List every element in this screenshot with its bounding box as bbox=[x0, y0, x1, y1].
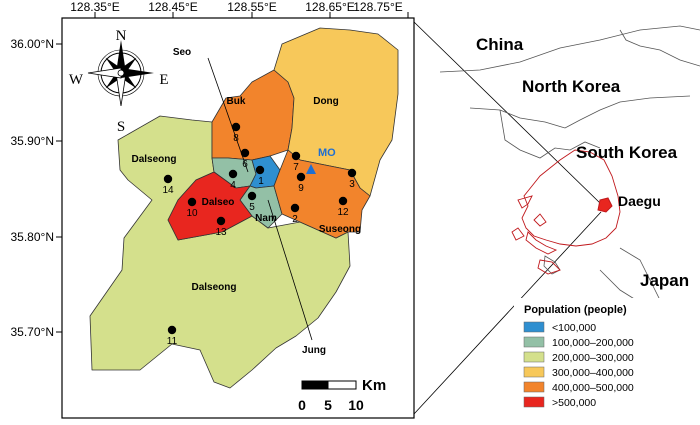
district-label-seo: Seo bbox=[173, 47, 191, 58]
scale-bar bbox=[301, 380, 357, 390]
legend-swatch bbox=[523, 381, 545, 393]
district-suseong bbox=[273, 149, 371, 239]
scale-label: 5 bbox=[324, 397, 332, 413]
lon-tick-label: 128.75°E bbox=[353, 0, 403, 14]
legend-label: <100,000 bbox=[552, 322, 596, 334]
station-label-13: 13 bbox=[215, 227, 227, 238]
lat-tick-label: 35.80°N bbox=[11, 230, 55, 244]
station-label-2: 2 bbox=[292, 214, 298, 225]
country-label-china: China bbox=[476, 35, 524, 54]
mo-marker-icon bbox=[306, 164, 316, 174]
country-label-north-korea: North Korea bbox=[522, 77, 621, 96]
station-markers bbox=[163, 122, 357, 335]
district-label-dalseong-north: Dalseong bbox=[131, 154, 176, 165]
station-label-4: 4 bbox=[230, 180, 236, 191]
district-label-dalseong-main: Dalseong bbox=[191, 282, 236, 293]
station-label-6: 6 bbox=[242, 159, 248, 170]
legend-swatch bbox=[523, 336, 545, 348]
country-label-japan: Japan bbox=[640, 271, 689, 290]
country-label-south-korea: South Korea bbox=[576, 143, 678, 162]
legend-swatch bbox=[523, 366, 545, 378]
compass-rose-icon bbox=[87, 40, 154, 107]
lon-tick-label: 128.45°E bbox=[148, 0, 198, 14]
axis-ticks bbox=[56, 12, 409, 333]
lat-tick-label: 36.00°N bbox=[11, 37, 55, 51]
station-label-9: 9 bbox=[298, 183, 304, 194]
district-label-suseong: Suseong bbox=[319, 224, 361, 235]
compass-e-label: E bbox=[159, 72, 168, 88]
legend-box bbox=[514, 298, 700, 422]
legend-label: 300,000–400,000 bbox=[552, 367, 634, 379]
legend-swatch bbox=[523, 351, 545, 363]
leader-line-jung bbox=[267, 199, 313, 341]
station-label-3: 3 bbox=[349, 179, 355, 190]
legend-label: 400,000–500,000 bbox=[552, 382, 634, 394]
mo-label: MO bbox=[318, 147, 336, 159]
daegu-highlight bbox=[597, 197, 613, 213]
district-label-buk: Buk bbox=[227, 96, 246, 107]
station-label-11: 11 bbox=[167, 336, 178, 347]
station-label-10: 10 bbox=[186, 208, 198, 219]
compass-n-label: N bbox=[116, 28, 127, 44]
scale-label: 0 bbox=[298, 397, 306, 413]
station-label-1: 1 bbox=[258, 176, 264, 187]
district-dalseo bbox=[167, 171, 253, 241]
district-label-dong: Dong bbox=[313, 96, 339, 107]
lon-tick-label: 128.65°E bbox=[305, 0, 355, 14]
legend-swatch bbox=[523, 321, 545, 333]
legend-title: Population (people) bbox=[524, 304, 627, 316]
lon-tick-label: 128.35°E bbox=[70, 0, 120, 14]
district-label-dalseo: Dalseo bbox=[202, 197, 235, 208]
district-label-jung: Jung bbox=[302, 345, 326, 356]
station-label-5: 5 bbox=[249, 202, 255, 213]
lat-tick-label: 35.70°N bbox=[11, 325, 55, 339]
legend-swatch bbox=[523, 396, 545, 408]
lon-tick-label: 128.55°E bbox=[227, 0, 277, 14]
scale-unit: Km bbox=[362, 377, 386, 394]
station-label-12: 12 bbox=[337, 207, 349, 218]
lat-tick-label: 35.90°N bbox=[11, 134, 55, 148]
legend-label: 200,000–300,000 bbox=[552, 352, 634, 364]
station-label-14: 14 bbox=[162, 185, 174, 196]
district-label-nam: Nam bbox=[255, 213, 277, 224]
compass-s-label: S bbox=[117, 119, 125, 135]
legend-label: >500,000 bbox=[552, 397, 596, 409]
scale-label: 10 bbox=[348, 397, 364, 413]
compass-w-label: W bbox=[69, 72, 84, 88]
station-label-7: 7 bbox=[293, 162, 299, 173]
inset-south-korea bbox=[511, 149, 621, 275]
station-label-8: 8 bbox=[233, 133, 239, 144]
legend-label: 100,000–200,000 bbox=[552, 337, 634, 349]
city-label-daegu: Daegu bbox=[618, 193, 661, 209]
